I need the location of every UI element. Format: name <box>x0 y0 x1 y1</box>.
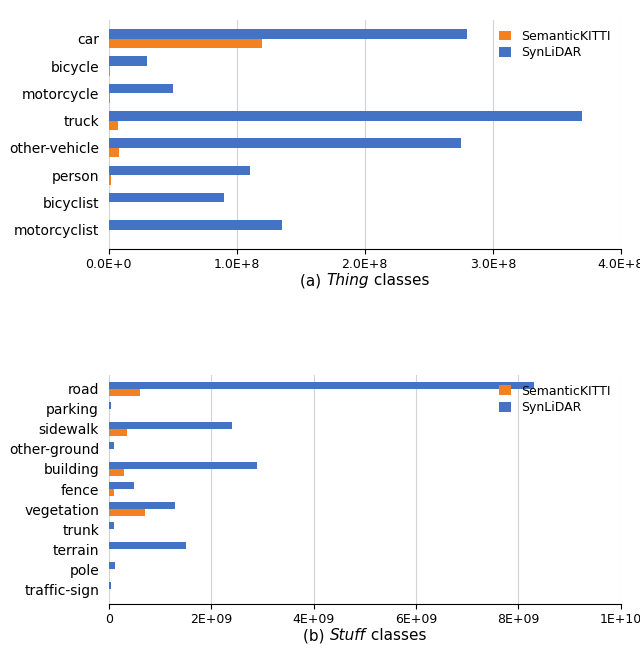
Bar <box>109 489 114 496</box>
Bar <box>109 93 110 103</box>
Bar <box>109 509 145 516</box>
Text: classes: classes <box>365 628 426 643</box>
Bar <box>109 220 282 230</box>
Bar <box>109 121 118 130</box>
Bar <box>109 175 111 184</box>
Bar <box>109 543 186 549</box>
Bar <box>109 388 140 396</box>
Bar <box>109 56 147 66</box>
Bar <box>109 382 534 388</box>
Text: (a): (a) <box>300 273 326 288</box>
Bar <box>109 165 250 175</box>
Text: classes: classes <box>369 273 429 288</box>
Bar <box>109 469 124 476</box>
Text: Thing: Thing <box>326 273 369 288</box>
Bar <box>109 502 175 509</box>
Text: (b): (b) <box>303 628 330 643</box>
Bar <box>109 138 461 148</box>
Bar <box>109 84 173 93</box>
Legend: SemanticKITTI, SynLiDAR: SemanticKITTI, SynLiDAR <box>495 381 614 418</box>
Bar <box>109 482 134 489</box>
Bar <box>109 422 232 429</box>
Bar <box>109 193 224 202</box>
Bar <box>109 562 115 569</box>
Bar <box>109 462 257 469</box>
Legend: SemanticKITTI, SynLiDAR: SemanticKITTI, SynLiDAR <box>495 26 614 63</box>
Bar <box>109 583 111 590</box>
Bar <box>109 39 262 49</box>
Bar <box>109 442 114 449</box>
Bar <box>109 429 127 436</box>
Bar <box>109 522 114 529</box>
Bar <box>109 30 467 39</box>
Bar <box>109 401 111 409</box>
Bar <box>109 111 582 121</box>
Text: Stuff: Stuff <box>330 628 365 643</box>
Bar <box>109 148 119 157</box>
